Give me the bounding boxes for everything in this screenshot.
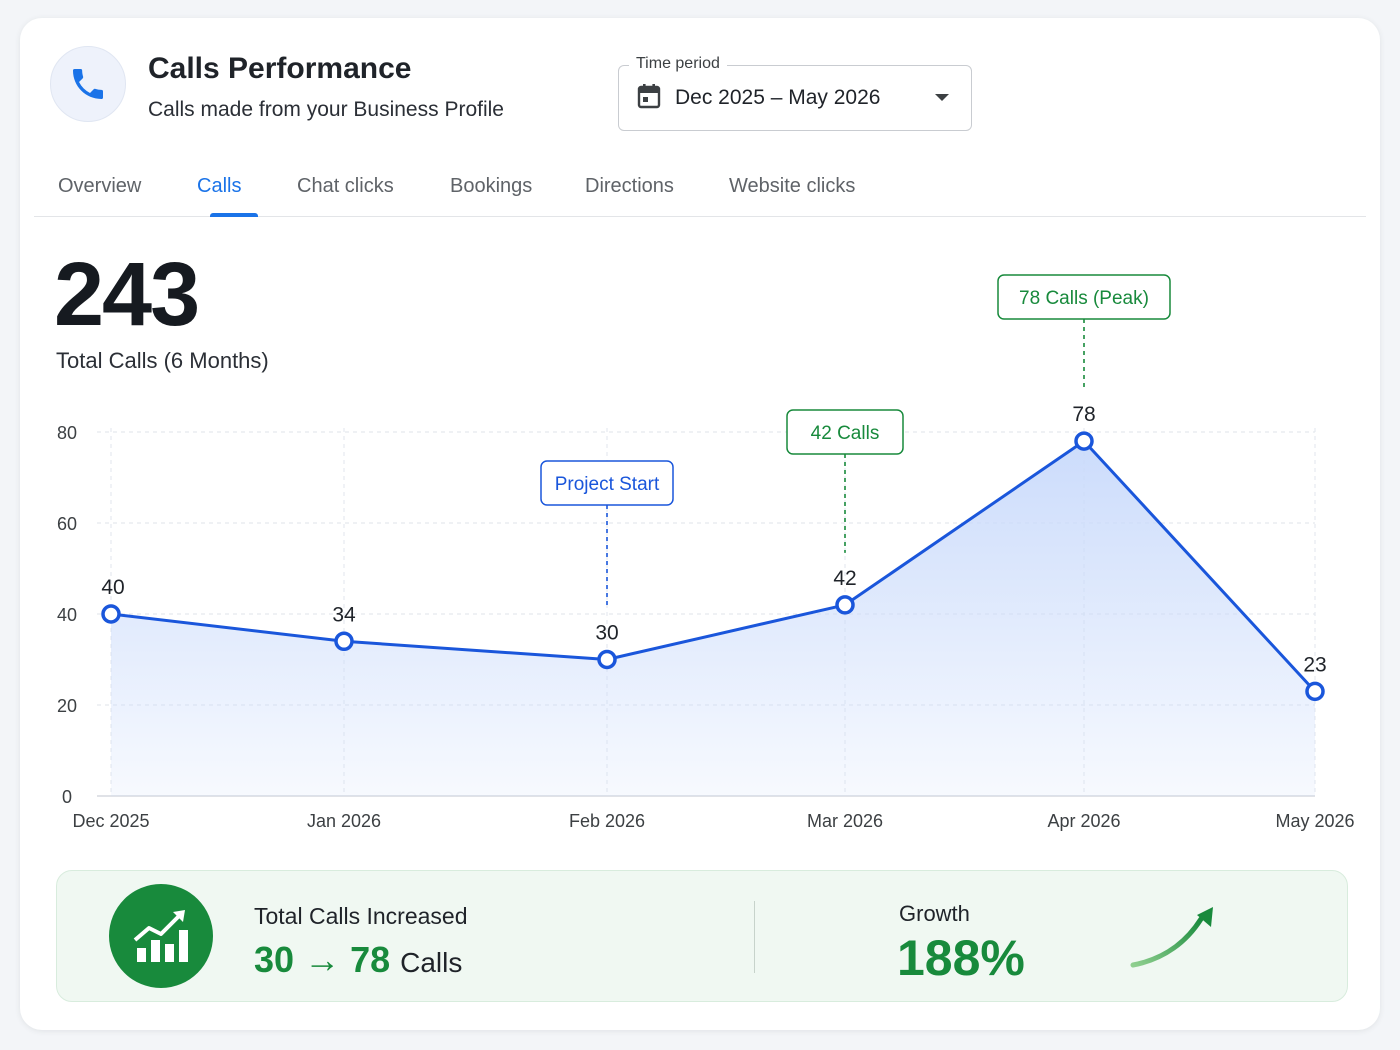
right-arrow-icon: →	[304, 939, 341, 980]
summary-to: 78	[350, 939, 391, 980]
chevron-down-icon[interactable]	[935, 94, 949, 101]
calendar-icon	[637, 83, 661, 114]
total-calls-label: Total Calls (6 Months)	[56, 348, 269, 373]
summary-panel: Total Calls Increased 30 → 78 Calls Grow…	[56, 870, 1348, 1002]
page-title: Calls Performance	[148, 52, 412, 85]
annotation-label: Project Start	[555, 474, 660, 495]
data-label: 30	[595, 622, 618, 645]
data-label: 78	[1072, 403, 1095, 426]
data-point	[1305, 681, 1325, 702]
annotation-box	[997, 274, 1171, 320]
data-label: 42	[833, 567, 856, 590]
y-tick-label: 80	[57, 423, 77, 443]
tab-website-clicks[interactable]: Website clicks	[729, 175, 856, 197]
growth-label: Growth	[899, 901, 970, 926]
growth-value: 188%	[897, 930, 1025, 986]
x-tick-label: Jan 2026	[307, 811, 381, 831]
annotation-box	[540, 460, 674, 506]
growth-arrow-icon	[1130, 907, 1213, 968]
summary-from: 30	[254, 939, 295, 980]
data-point	[835, 595, 855, 615]
tab-calls[interactable]: Calls	[197, 175, 242, 197]
y-tick-label: 0	[62, 787, 72, 807]
page-subtitle: Calls made from your Business Profile	[148, 98, 504, 121]
time-period-value: Dec 2025 – May 2026	[675, 86, 881, 109]
y-tick-label: 20	[57, 696, 77, 716]
calls-area-chart: 0 20 40 60 80 Project Start 42 Calls 78 Calls (…	[57, 274, 1355, 831]
summary-unit: Calls	[400, 947, 463, 978]
time-period-label: Time period	[629, 55, 727, 73]
data-point	[597, 649, 617, 670]
tab-bar: Overview Calls Chat clicks Bookings Dire…	[34, 163, 1366, 217]
x-tick-label: Feb 2026	[569, 811, 645, 831]
data-point	[1074, 431, 1094, 451]
series-area	[111, 441, 1315, 796]
x-tick-label: Mar 2026	[807, 811, 883, 831]
trending-chart-icon	[109, 884, 213, 988]
tab-bookings[interactable]: Bookings	[450, 175, 533, 197]
data-label: 34	[332, 603, 356, 626]
x-tick-label: Dec 2025	[72, 811, 149, 831]
annotation-box	[786, 409, 904, 455]
phone-icon	[50, 46, 126, 122]
tab-directions[interactable]: Directions	[585, 175, 674, 197]
summary-range: 30 → 78 Calls	[254, 939, 462, 981]
time-period-select[interactable]: Time period Dec 2025 – May 2026	[618, 55, 972, 131]
x-tick-label: Apr 2026	[1047, 811, 1120, 831]
summary-title: Total Calls Increased	[254, 903, 468, 929]
data-label: 23	[1303, 653, 1326, 676]
annotation-label: 78 Calls (Peak)	[1019, 288, 1149, 309]
data-point	[334, 631, 354, 652]
calls-performance-card: Calls Performance Calls made from your B…	[20, 18, 1380, 1030]
data-label: 40	[101, 576, 124, 599]
total-calls-value: 243	[54, 245, 200, 345]
tab-chat-clicks[interactable]: Chat clicks	[297, 175, 394, 197]
annotation-label: 42 Calls	[811, 423, 880, 444]
series-line	[110, 439, 1317, 693]
tab-overview[interactable]: Overview	[58, 175, 142, 197]
data-point	[101, 604, 121, 624]
x-tick-label: May 2026	[1275, 811, 1354, 831]
divider	[754, 901, 755, 973]
active-tab-indicator	[210, 213, 258, 217]
y-tick-label: 60	[57, 514, 77, 534]
y-tick-label: 40	[57, 605, 77, 625]
